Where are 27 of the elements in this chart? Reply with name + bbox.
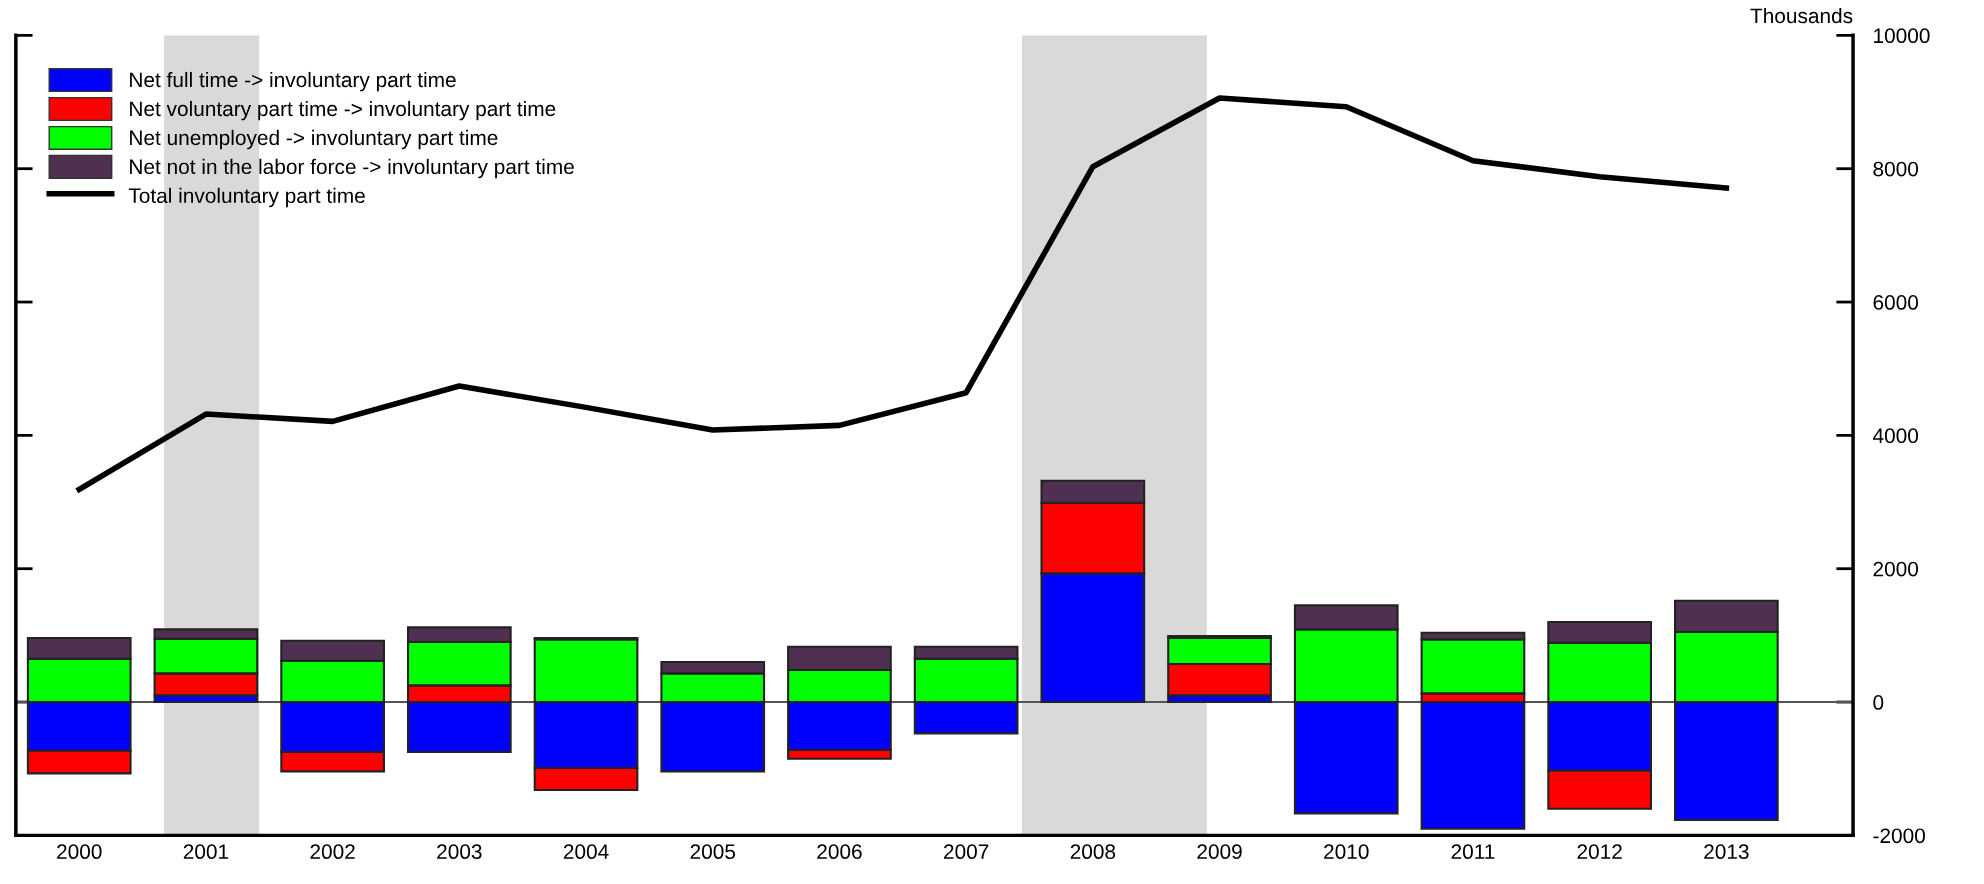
y-tick-label: 4000 <box>1872 428 1919 444</box>
x-tick-label: 2008 <box>1070 844 1116 860</box>
x-tick-label: 2009 <box>1197 844 1242 860</box>
x-tick-label: 2012 <box>1577 844 1622 860</box>
y-tick-label: -2000 <box>1873 828 1925 844</box>
legend-label: Total involuntary part time <box>128 187 365 208</box>
y-tick-label: 8000 <box>1873 161 1919 177</box>
x-tick-label: 2005 <box>690 844 736 860</box>
x-tick-label: 2007 <box>944 844 989 860</box>
y-tick-label: 6000 <box>1873 295 1919 310</box>
x-tick-label: 2004 <box>563 844 609 860</box>
legend-label: Net not in the labor force -> involuntary part time <box>130 158 574 179</box>
legend-label: Net voluntary part time -> involuntary part time <box>130 100 556 121</box>
x-tick-label: 2000 <box>57 844 102 860</box>
x-tick-label: 2006 <box>817 844 862 860</box>
x-tick-label: 2010 <box>1324 844 1369 860</box>
x-tick-label: 2003 <box>437 844 482 860</box>
y-tick-label: 10000 <box>1874 28 1930 44</box>
y-axis-title: Thousands <box>1750 7 1853 24</box>
x-tick-label: 2011 <box>1451 844 1495 860</box>
legend-label: Net unemployed -> involuntary part time <box>130 129 498 150</box>
y-tick-label: 0 <box>1873 695 1884 710</box>
y-tick-label: 2000 <box>1873 561 1919 577</box>
legend-label: Net full time -> involuntary part time <box>130 71 456 92</box>
x-tick-label: 2013 <box>1704 844 1749 860</box>
x-tick-label: 2001 <box>183 844 229 860</box>
x-tick-label: 2002 <box>310 844 355 860</box>
